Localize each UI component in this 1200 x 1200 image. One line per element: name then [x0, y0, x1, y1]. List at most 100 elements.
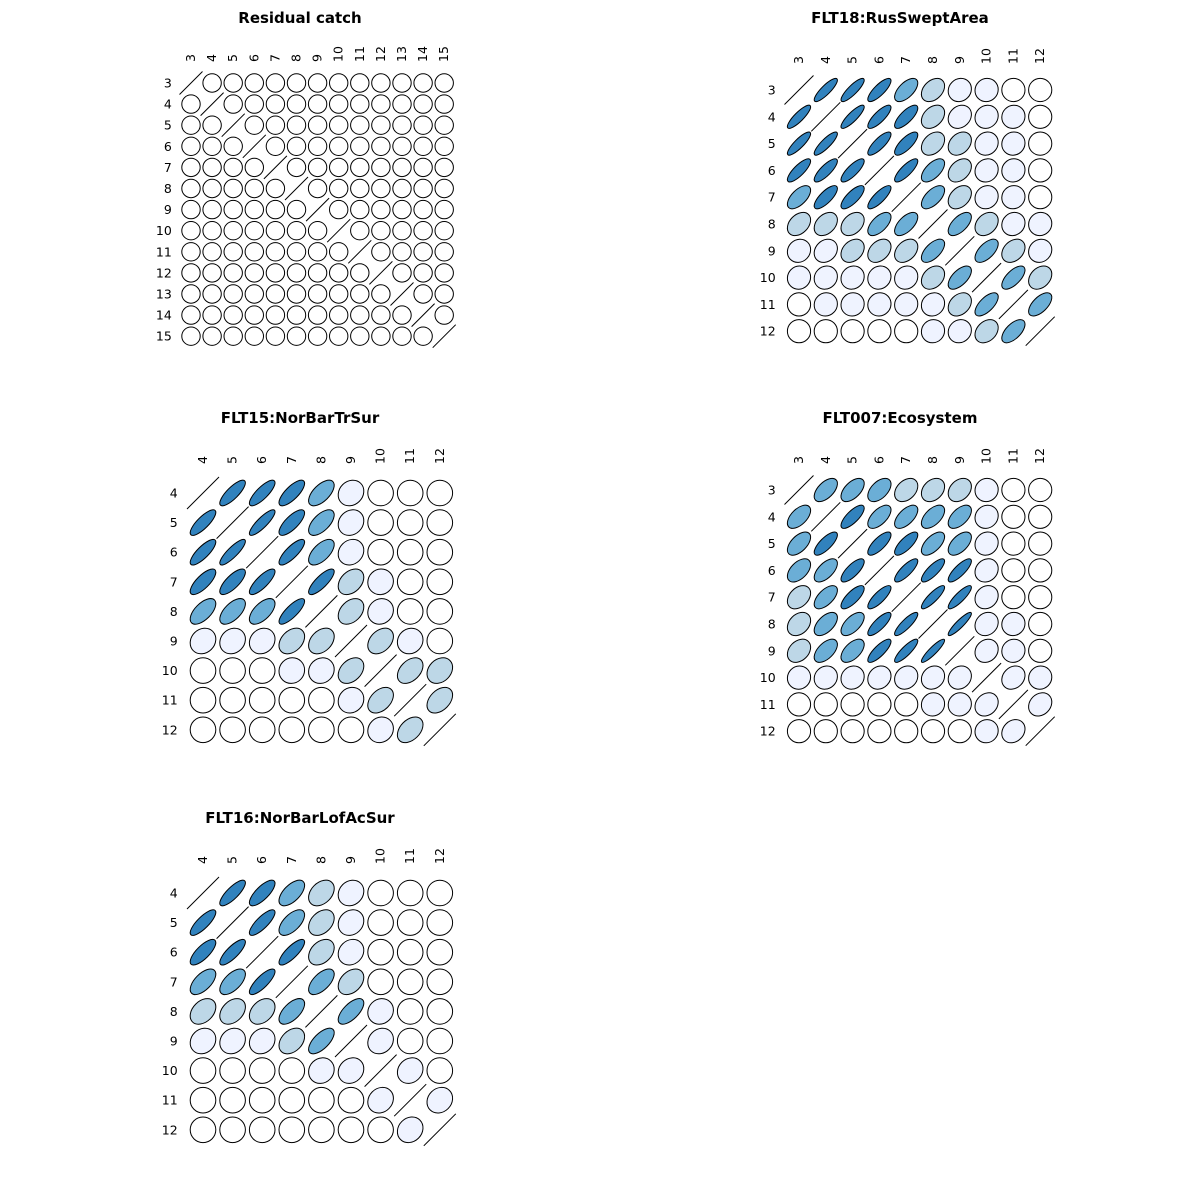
correlation-ellipse — [248, 1086, 276, 1114]
correlation-ellipse — [434, 94, 454, 114]
row-tick-label: 12 — [162, 1122, 178, 1137]
correlation-panel-2: FLT18:RusSweptArea 3 4 5 6 7 8 9 10 11 12 3 4 5 6 7 8 9 10… — [760, 9, 1056, 347]
correlation-ellipse — [1001, 504, 1026, 529]
correlation-diagonal — [918, 609, 948, 639]
correlation-ellipse — [947, 477, 972, 503]
correlation-ellipse — [974, 719, 999, 744]
correlation-ellipse — [248, 968, 276, 996]
correlation-ellipse — [413, 178, 433, 199]
correlation-ellipse — [920, 292, 946, 317]
correlation-ellipse — [265, 284, 286, 304]
correlation-ellipse — [392, 178, 412, 199]
correlation-panel-4: FLT007:Ecosystem 3 4 5 6 7 8 9 10 11 12 3 4 5 6 7 8 9 10 11… — [760, 409, 1056, 747]
correlation-ellipse — [894, 77, 919, 103]
correlation-ellipse — [337, 716, 365, 744]
panel-title: FLT18:RusSweptArea — [811, 9, 989, 27]
correlation-ellipse — [1028, 558, 1053, 583]
correlation-ellipse — [308, 1086, 335, 1114]
correlation-ellipse — [426, 598, 454, 625]
correlation-diagonal — [284, 176, 309, 201]
correlation-ellipse — [248, 998, 276, 1025]
correlation-diagonal — [784, 75, 814, 105]
correlation-ellipse — [392, 73, 412, 93]
correlation-ellipse — [786, 558, 812, 583]
correlation-ellipse — [223, 73, 243, 93]
row-tick-label: 11 — [162, 693, 178, 708]
correlation-ellipse — [278, 598, 306, 625]
correlation-ellipse — [337, 686, 365, 714]
correlation-ellipse — [181, 136, 201, 157]
correlation-ellipse — [1028, 211, 1053, 237]
correlation-ellipse — [840, 265, 865, 290]
correlation-diagonal — [944, 235, 975, 266]
correlation-ellipse — [248, 879, 276, 907]
correlation-ellipse — [181, 305, 201, 325]
correlation-ellipse — [308, 627, 335, 655]
correlation-ellipse — [248, 509, 276, 536]
correlation-diagonal — [891, 582, 922, 613]
correlation-ellipse — [350, 115, 370, 135]
correlation-ellipse — [396, 479, 424, 507]
correlation-ellipse — [189, 598, 217, 625]
correlation-ellipse — [244, 73, 265, 93]
correlation-ellipse — [786, 158, 812, 183]
correlation-ellipse — [426, 479, 454, 507]
correlation-ellipse — [202, 284, 222, 304]
correlation-ellipse — [189, 998, 217, 1025]
row-tick-label: 9 — [170, 634, 178, 649]
correlation-ellipse — [202, 220, 222, 241]
correlation-ellipse — [308, 538, 335, 566]
correlation-ellipse — [1028, 238, 1053, 263]
correlation-ellipse — [947, 158, 972, 183]
correlation-diagonal — [864, 555, 895, 586]
correlation-ellipse — [367, 568, 394, 596]
correlation-ellipse — [328, 305, 349, 325]
correlation-ellipse — [350, 94, 370, 114]
correlation-ellipse — [202, 199, 222, 220]
correlation-ellipse — [426, 1057, 454, 1084]
row-tick-label: 5 — [768, 136, 776, 151]
correlation-ellipse — [840, 504, 865, 529]
correlation-ellipse — [248, 598, 276, 625]
panel-title: FLT16:NorBarLofAcSur — [205, 809, 395, 827]
correlation-ellipse — [223, 136, 243, 157]
correlation-ellipse — [786, 211, 812, 237]
correlation-ellipse — [920, 77, 946, 103]
correlation-ellipse — [894, 477, 919, 503]
correlation-diagonal — [245, 935, 279, 969]
correlation-ellipse — [202, 73, 222, 93]
correlation-ellipse — [434, 242, 454, 262]
correlation-ellipse — [219, 657, 246, 684]
correlation-ellipse — [308, 568, 335, 596]
correlation-ellipse — [286, 284, 307, 304]
correlation-ellipse — [426, 657, 454, 684]
correlation-ellipse — [278, 998, 306, 1025]
correlation-ellipse — [329, 73, 349, 93]
correlation-ellipse — [867, 611, 892, 637]
column-tick-label: 4 — [204, 54, 219, 62]
correlation-ellipse — [413, 73, 433, 93]
column-tick-label: 8 — [313, 456, 328, 464]
correlation-ellipse — [244, 220, 265, 241]
correlation-ellipse — [286, 305, 307, 325]
correlation-diagonal — [1025, 316, 1056, 347]
correlation-ellipse — [337, 938, 365, 966]
row-tick-label: 11 — [156, 244, 172, 259]
correlation-diagonal — [393, 683, 427, 717]
correlation-ellipse — [840, 611, 865, 637]
row-tick-label: 4 — [170, 886, 178, 901]
correlation-ellipse — [278, 716, 306, 744]
row-tick-label: 8 — [768, 617, 776, 632]
row-tick-label: 10 — [156, 223, 172, 238]
correlation-ellipse — [813, 719, 838, 744]
panel-title: FLT15:NorBarTrSur — [221, 409, 380, 427]
row-tick-label: 5 — [164, 118, 172, 133]
column-tick-label: 9 — [310, 54, 325, 62]
correlation-panel-3: FLT15:NorBarTrSur 4 5 6 7 8 9 10 11 12 4 5 6 7 8 9 10 11 1… — [162, 409, 457, 747]
correlation-ellipse — [1028, 504, 1053, 529]
correlation-ellipse — [894, 665, 919, 690]
correlation-ellipse — [248, 479, 276, 507]
correlation-ellipse — [867, 292, 892, 317]
correlation-ellipse — [413, 326, 433, 346]
